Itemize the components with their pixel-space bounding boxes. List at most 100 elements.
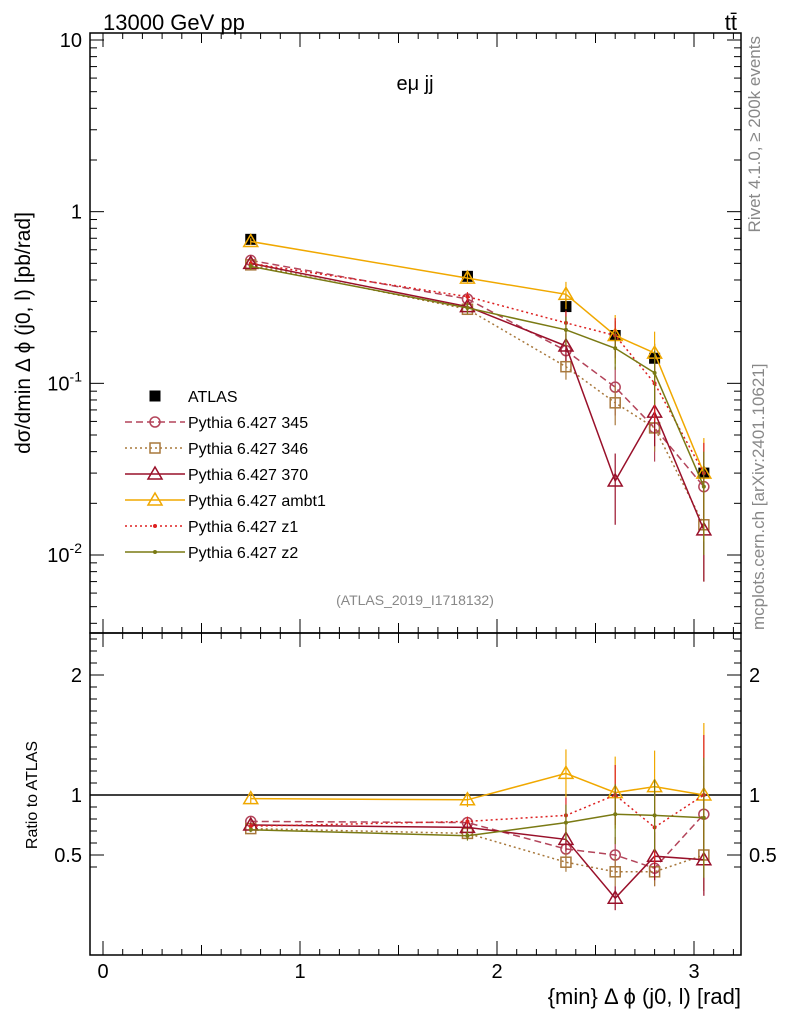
series-atlas xyxy=(245,233,710,490)
legend-label: ATLAS xyxy=(188,389,238,406)
ratio-series-group xyxy=(242,723,713,911)
series-line xyxy=(250,262,705,474)
x-axis-label: {min} Δ ϕ (j0, l) [rad] xyxy=(548,984,741,1009)
data-point xyxy=(465,294,470,299)
ratio-point xyxy=(609,866,621,878)
ratio-y-axis-label: Ratio to ATLAS xyxy=(24,741,41,849)
series-line xyxy=(250,240,705,474)
ratio-point xyxy=(465,819,470,824)
ratio-point xyxy=(248,827,253,832)
series-line xyxy=(250,264,705,526)
ratio-line xyxy=(250,827,705,873)
main-y-tick-label: 10-1 xyxy=(47,368,82,395)
ratio-line xyxy=(250,813,704,837)
legend-label: Pythia 6.427 370 xyxy=(188,467,308,484)
ratio-point xyxy=(557,830,575,846)
ratio-point xyxy=(459,791,476,806)
ratio-y-tick-label: 1 xyxy=(71,785,82,807)
legend-marker xyxy=(149,442,161,454)
data-point xyxy=(701,484,706,489)
main-y-tick-label: 10 xyxy=(60,30,82,52)
legend-label: Pythia 6.427 z1 xyxy=(188,519,298,536)
ratio-y-tick-label-right: 0.5 xyxy=(749,845,777,867)
ratio-point xyxy=(701,815,706,820)
rivet-label: Rivet 4.1.0, ≥ 200k events xyxy=(745,36,764,232)
series-pythia-6-427-z2 xyxy=(248,263,706,555)
x-tick-label: 0 xyxy=(97,961,108,983)
legend-entry: Pythia 6.427 z2 xyxy=(125,545,298,562)
legend-marker xyxy=(153,524,157,528)
legend-entry: Pythia 6.427 z1 xyxy=(125,519,298,536)
data-point xyxy=(242,233,260,248)
ratio-point xyxy=(465,833,470,838)
main-data-marks xyxy=(242,233,713,582)
ratio-data-marks xyxy=(242,723,713,911)
data-point xyxy=(465,305,470,310)
ratio-point xyxy=(248,824,253,829)
legend-entry: Pythia 6.427 370 xyxy=(125,465,308,484)
data-point xyxy=(613,346,618,351)
legend-label: Pythia 6.427 ambt1 xyxy=(188,493,326,510)
legend-entry: Pythia 6.427 ambt1 xyxy=(125,491,326,510)
x-tick-label: 3 xyxy=(688,961,699,983)
data-point xyxy=(606,472,624,487)
legend-entry: Pythia 6.427 346 xyxy=(125,441,308,458)
data-point xyxy=(557,285,575,301)
ratio-y-tick-label-right: 1 xyxy=(749,785,760,807)
ratio-point xyxy=(557,764,575,780)
legend-label: Pythia 6.427 346 xyxy=(188,441,308,458)
analysis-id-label: (ATLAS_2019_I1718132) xyxy=(336,592,494,608)
legend-marker xyxy=(149,416,161,428)
data-point xyxy=(248,264,253,269)
ratio-plot-frame xyxy=(89,632,742,956)
ratio-series-pythia-6-427-z2 xyxy=(248,757,706,878)
ratio-y-tick-label: 2 xyxy=(71,665,82,687)
legend-label: Pythia 6.427 z2 xyxy=(188,545,298,562)
legend-entry: Pythia 6.427 345 xyxy=(125,415,308,432)
series-line xyxy=(250,262,705,531)
legend-entry: ATLAS xyxy=(149,389,238,406)
main-y-tick-label: 1 xyxy=(71,202,82,224)
ratio-point xyxy=(652,813,657,818)
data-point xyxy=(560,360,572,373)
data-point xyxy=(459,269,476,284)
main-y-tick-exponent: -2 xyxy=(70,540,83,556)
series-line xyxy=(250,259,705,488)
legend-marker xyxy=(146,491,164,506)
legend-marker xyxy=(153,550,157,554)
ratio-point xyxy=(563,820,568,825)
series-pythia-6-427-345 xyxy=(245,254,710,555)
main-plot-frame xyxy=(89,32,742,634)
ratio-y-tick-label: 0.5 xyxy=(54,845,82,867)
ratio-point xyxy=(560,856,572,868)
main-y-tick-label: 10-2 xyxy=(47,540,82,567)
main-chart-title: eμ jj xyxy=(396,73,433,95)
ratio-line xyxy=(250,813,705,870)
ratio-line xyxy=(250,794,705,829)
x-tick-label: 2 xyxy=(491,961,502,983)
data-point xyxy=(557,337,575,352)
main-y-tick-base: 10 xyxy=(47,373,69,395)
legend-marker xyxy=(146,465,164,480)
series-line xyxy=(250,265,705,487)
process-label: tt̄ xyxy=(725,10,737,35)
ratio-line xyxy=(250,824,704,900)
legend-marker xyxy=(149,390,161,402)
ratio-point xyxy=(613,812,618,817)
data-point xyxy=(609,397,621,409)
series-pythia-6-427-346 xyxy=(245,259,710,582)
ratio-axis-ticks: 0 1 2 3 2 2 1 1 0.5 0.5 xyxy=(54,633,777,983)
ratio-point xyxy=(242,790,260,805)
data-point xyxy=(563,327,568,332)
legend: ATLAS Pythia 6.427 345 Pythia 6.427 346 Pyt… xyxy=(125,389,326,562)
series-pythia-6-427-z1 xyxy=(248,260,706,525)
x-tick-label: 1 xyxy=(294,961,305,983)
ratio-point xyxy=(606,889,624,904)
main-y-tick-exponent: -1 xyxy=(70,368,83,384)
ratio-line xyxy=(250,772,704,801)
main-y-axis-label: dσ/dmin Δ ϕ (j0, l) [pb/rad] xyxy=(12,212,35,454)
legend-label: Pythia 6.427 345 xyxy=(188,415,308,432)
ratio-y-tick-label-right: 2 xyxy=(749,665,760,687)
